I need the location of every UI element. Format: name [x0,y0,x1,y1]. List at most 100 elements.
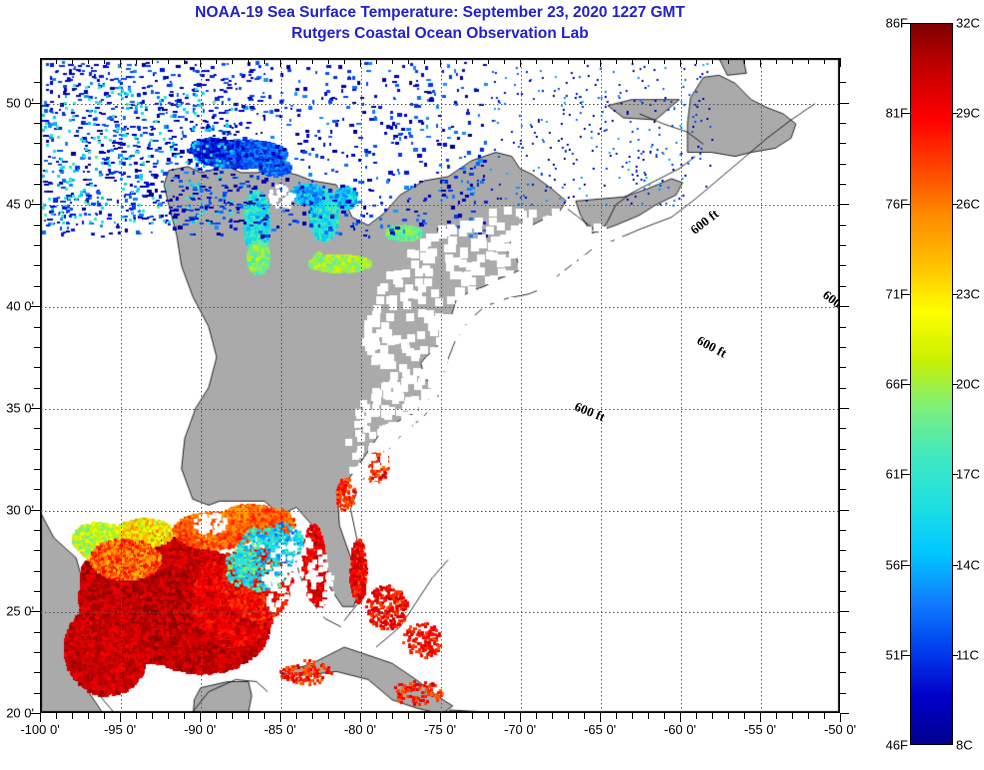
x-tick-minor [616,713,617,719]
x-tick-top [488,58,489,64]
x-tick-top [632,58,633,64]
x-tick-minor [408,713,409,719]
y-tick-right [840,489,846,490]
gridline-vertical [441,59,442,712]
x-tick-minor [728,713,729,719]
colorbar-tick-celsius [953,203,958,205]
x-axis-tick-label: -50 0' [823,722,857,737]
x-tick-major [520,713,521,722]
x-axis-tick-label: -55 0' [743,722,777,737]
y-tick-right [840,327,846,328]
x-tick-top [168,58,169,64]
x-axis-tick-label: -65 0' [583,722,617,737]
x-tick-top [56,58,57,64]
y-tick-minor [34,489,40,490]
y-tick-major [31,204,40,205]
colorbar-tick-fahrenheit [905,654,910,656]
x-tick-minor [712,713,713,719]
x-tick-top [376,58,377,64]
y-tick-right [840,143,846,144]
x-tick-minor [424,713,425,719]
colorbar-tick-celsius [953,474,958,476]
x-tick-top [648,58,649,64]
sst-map-plot[interactable]: 600 ft 600 ft 600 ft 600 ft [40,58,840,713]
x-tick-minor [104,713,105,719]
y-tick-right [840,713,849,714]
y-tick-minor [34,164,40,165]
x-tick-top [552,58,553,64]
x-tick-top [312,58,313,64]
gridline-horizontal [41,104,839,105]
x-tick-minor [792,713,793,719]
x-tick-major [600,713,601,722]
colorbar-tick-fahrenheit [905,23,910,24]
x-tick-top [424,58,425,64]
y-tick-right [840,164,846,165]
y-tick-minor [34,530,40,531]
y-tick-right [840,632,846,633]
y-tick-right [840,469,846,470]
x-tick-minor [776,713,777,719]
x-tick-top [440,58,441,67]
x-tick-minor [696,713,697,719]
x-tick-top [360,58,361,67]
y-tick-minor [34,82,40,83]
x-tick-top [776,58,777,64]
x-tick-top [712,58,713,64]
y-tick-right [840,408,849,409]
y-tick-minor [34,388,40,389]
x-tick-top [504,58,505,64]
gridline-vertical [521,59,522,712]
gridline-vertical [681,59,682,712]
x-tick-minor [824,713,825,719]
x-tick-top [456,58,457,64]
x-tick-top [696,58,697,64]
y-tick-right [840,286,846,287]
colorbar-tick-celsius [953,384,958,385]
x-tick-top [568,58,569,64]
gridline-horizontal [41,205,839,206]
x-axis-tick-label: -85 0' [263,722,297,737]
y-tick-right [840,265,846,266]
colorbar-tick-celsius [953,113,958,115]
x-tick-minor [328,713,329,719]
y-tick-minor [34,550,40,551]
x-tick-top [792,58,793,64]
colorbar-label-fahrenheit: 86F [885,15,908,31]
y-axis-tick-label: 50 0' [6,95,34,111]
x-tick-minor [216,713,217,719]
y-tick-right [840,571,846,572]
x-tick-top [536,58,537,64]
x-tick-minor [536,713,537,719]
y-tick-minor [34,652,40,653]
y-tick-minor [34,327,40,328]
temperature-colorbar [905,23,958,745]
colorbar-label-celsius: 14C [956,557,980,572]
x-tick-top [584,58,585,64]
y-axis-tick-label: 25 0' [6,603,34,619]
y-tick-major [31,510,40,511]
y-tick-minor [34,245,40,246]
colorbar-label-fahrenheit: 76F [885,196,908,211]
x-tick-minor [456,713,457,719]
colorbar-tick-fahrenheit [905,384,910,385]
x-tick-top [408,58,409,64]
y-tick-right [840,530,846,531]
y-tick-right [840,611,849,612]
y-tick-right [840,82,846,83]
x-tick-top [120,58,121,67]
y-tick-right [840,672,846,673]
y-tick-right [840,652,846,653]
x-tick-top [824,58,825,64]
x-tick-major [200,713,201,722]
colorbar-label-fahrenheit: 51F [885,647,908,663]
x-tick-top [88,58,89,64]
y-tick-minor [34,286,40,287]
y-tick-minor [34,428,40,429]
x-tick-top [280,58,281,67]
colorbar-label-celsius: 8C [956,737,973,753]
y-tick-minor [34,265,40,266]
x-tick-top [520,58,521,67]
x-tick-top [152,58,153,64]
y-tick-right [840,591,846,592]
